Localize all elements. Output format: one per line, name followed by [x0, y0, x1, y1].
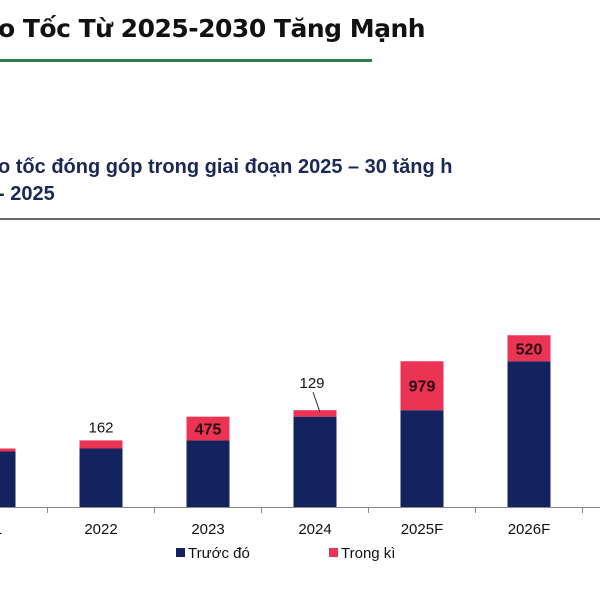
title-underline — [0, 59, 372, 62]
legend-label: Trong kì — [341, 545, 395, 562]
bar-truoc-do — [0, 451, 16, 507]
bar-truoc-do — [293, 416, 337, 507]
x-tick-label: 2024 — [298, 521, 331, 538]
bar-trong-ki — [0, 448, 16, 452]
x-tick-label: 2022 — [84, 521, 117, 538]
bar-truoc-do — [79, 448, 123, 507]
legend-label: Trước đó — [188, 545, 250, 562]
data-label: 520 — [516, 341, 543, 358]
data-label: 129 — [299, 375, 324, 392]
data-label-leader — [312, 392, 321, 413]
x-tick-label: 2026F — [508, 521, 551, 538]
legend-swatch — [176, 548, 185, 557]
bar-trong-ki — [507, 335, 551, 362]
chart-subtitle-line-1: o tốc đóng góp trong giai đoạn 2025 – 30… — [0, 156, 453, 178]
data-label: 162 — [88, 419, 113, 436]
page-title: o Tốc Từ 2025-2030 Tăng Mạnh — [0, 14, 426, 43]
bar-trong-ki — [293, 410, 337, 417]
bar-truoc-do — [186, 440, 230, 507]
legend-swatch — [329, 548, 338, 557]
x-tick-label: 2025F — [401, 521, 444, 538]
bar-trong-ki — [400, 361, 444, 411]
bar-trong-ki — [79, 440, 123, 449]
data-label: 475 — [195, 422, 222, 439]
bar-trong-ki — [186, 416, 230, 441]
x-tick-label: 21 — [0, 521, 2, 538]
data-label: 979 — [409, 379, 436, 396]
chart-subtitle-line-2: - 2025 — [0, 183, 55, 205]
bar-truoc-do — [507, 361, 551, 507]
bar-truoc-do — [400, 410, 444, 507]
divider — [0, 218, 600, 220]
x-tick-label: 2023 — [191, 521, 224, 538]
